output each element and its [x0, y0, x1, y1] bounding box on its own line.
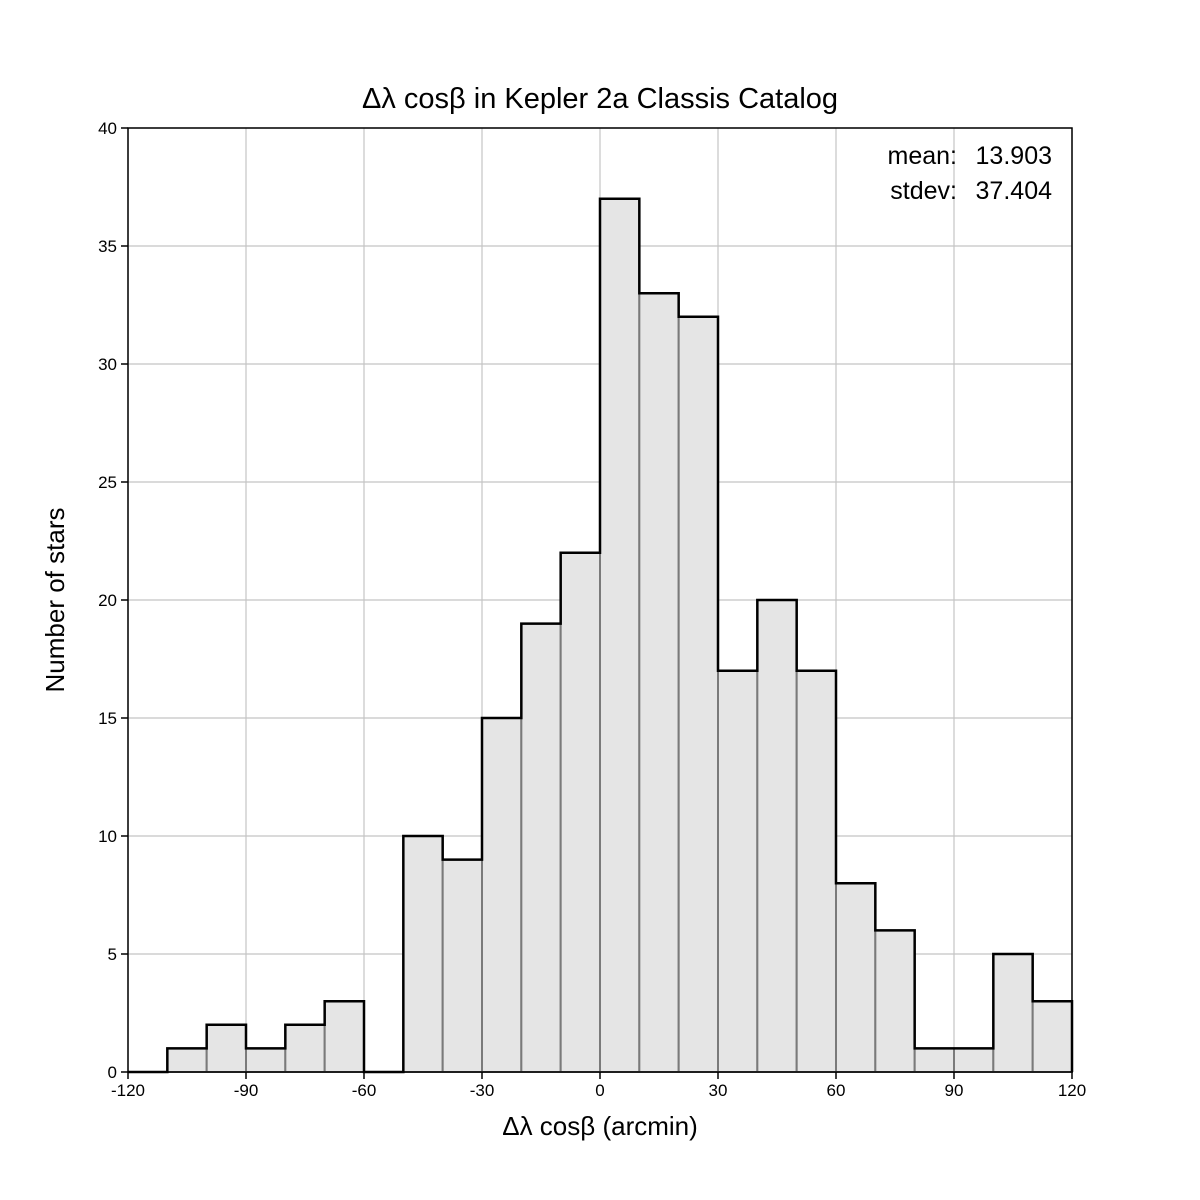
- x-tick-label: -120: [111, 1081, 145, 1100]
- x-tick-label: 90: [945, 1081, 964, 1100]
- stats-annotation: mean: 13.903 stdev: 37.404: [888, 142, 1053, 205]
- histogram-bar: [795, 669, 838, 1073]
- histogram-bar: [913, 1047, 956, 1074]
- histogram-bar: [874, 929, 916, 1074]
- x-tick-label: 0: [595, 1081, 604, 1100]
- histogram-bar: [284, 1023, 326, 1074]
- x-axis-ticks: -120 -90 -60 -30 0 30 60 90 120: [111, 1072, 1086, 1100]
- y-tick-label: 20: [98, 591, 117, 610]
- x-tick-label: -90: [234, 1081, 259, 1100]
- x-tick-label: -60: [352, 1081, 377, 1100]
- histogram-bar: [520, 622, 562, 1073]
- x-tick-label: 120: [1058, 1081, 1086, 1100]
- mean-value: 13.903: [976, 142, 1052, 170]
- histogram-bar: [166, 1047, 208, 1074]
- y-tick-label: 35: [98, 237, 117, 256]
- y-tick-label: 0: [108, 1063, 117, 1082]
- histogram-bar: [756, 599, 798, 1073]
- y-tick-label: 5: [108, 945, 117, 964]
- y-tick-label: 40: [98, 119, 117, 138]
- histogram-bar: [1031, 1000, 1073, 1074]
- chart-title: Δλ cosβ in Kepler 2a Classis Catalog: [362, 83, 838, 115]
- y-tick-label: 15: [98, 709, 117, 728]
- histogram-bar: [677, 315, 720, 1073]
- y-axis-ticks: 0 5 10 15 20 25 30 35 40: [98, 119, 128, 1082]
- histogram-bar: [992, 953, 1034, 1073]
- histogram-bar: [481, 717, 523, 1073]
- x-axis-label: Δλ cosβ (arcmin): [502, 1111, 698, 1141]
- y-axis-label: Number of stars: [40, 508, 70, 693]
- histogram-bar: [245, 1047, 287, 1074]
- histogram-bars: [166, 197, 1073, 1074]
- mean-label: mean:: [888, 142, 957, 170]
- histogram-bar: [205, 1023, 248, 1074]
- histogram-bar: [953, 1047, 995, 1074]
- histogram-bar: [638, 292, 680, 1073]
- x-tick-label: 30: [709, 1081, 728, 1100]
- histogram-bar: [717, 669, 759, 1073]
- histogram-bar: [402, 835, 444, 1073]
- stdev-label: stdev:: [890, 177, 957, 205]
- stdev-value: 37.404: [976, 177, 1053, 205]
- y-tick-label: 25: [98, 473, 117, 492]
- x-tick-label: -30: [470, 1081, 495, 1100]
- histogram-outline: [128, 197, 1074, 1074]
- histogram-bar: [559, 551, 602, 1073]
- y-tick-label: 30: [98, 355, 117, 374]
- histogram-bar: [323, 1000, 365, 1074]
- histogram-bar: [441, 858, 483, 1073]
- x-tick-label: 60: [827, 1081, 846, 1100]
- y-tick-label: 10: [98, 827, 117, 846]
- histogram-bar: [599, 197, 641, 1074]
- histogram-bar: [835, 882, 877, 1074]
